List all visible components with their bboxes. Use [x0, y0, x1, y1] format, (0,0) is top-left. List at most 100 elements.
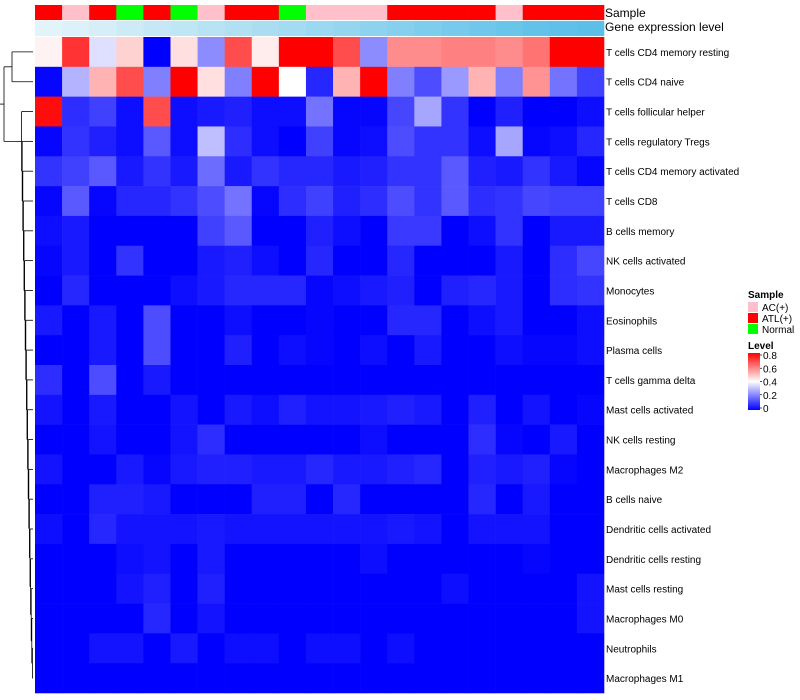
heatmap-cell [495, 633, 524, 664]
heatmap-cell [89, 663, 117, 694]
heatmap-cell [441, 126, 469, 157]
expression-band-cell [522, 21, 551, 36]
heatmap-cell [305, 514, 334, 545]
heatmap-cell [333, 335, 361, 366]
heatmap-cell [197, 126, 225, 157]
heatmap-cell [143, 215, 171, 247]
heatmap-cell [333, 215, 361, 247]
heatmap-cell [116, 484, 144, 515]
heatmap-cell [143, 275, 171, 306]
heatmap-cell [522, 156, 551, 187]
heatmap-cell [62, 126, 90, 157]
heatmap-cell [360, 245, 388, 276]
heatmap-cell [251, 66, 280, 97]
legend-tick-label: 0.2 [763, 391, 777, 402]
heatmap-cell [251, 633, 280, 664]
heatmap-cell [62, 424, 90, 455]
heatmap-cell [197, 275, 225, 306]
heatmap-cell [278, 275, 307, 306]
heatmap-cell [251, 275, 280, 306]
heatmap-cell [333, 633, 361, 664]
heatmap-cell [35, 215, 63, 247]
heatmap-cell [549, 454, 578, 485]
sample-annotation-cell [197, 5, 225, 20]
heatmap-cell [170, 484, 198, 515]
sample-annotation-cell [224, 5, 253, 20]
heatmap-cell [197, 245, 225, 276]
heatmap-cell [116, 424, 144, 455]
heatmap-cell [278, 186, 307, 217]
heatmap-cell [495, 603, 524, 634]
heatmap-cell [224, 156, 253, 187]
heatmap-cell [360, 394, 388, 425]
heatmap-cell [197, 454, 225, 485]
heatmap-cell [143, 394, 171, 425]
heatmap-cell [116, 603, 144, 634]
row-label: Eosinophils [606, 316, 657, 327]
heatmap-cell [116, 215, 144, 247]
heatmap-cell [522, 215, 551, 247]
heatmap-cell [89, 514, 117, 545]
heatmap-cell [278, 126, 307, 157]
heatmap-cell [251, 305, 280, 336]
heatmap-cell [116, 305, 144, 336]
heatmap-cell [333, 96, 361, 127]
sample-annotation-cell [441, 5, 469, 20]
row-label: T cells regulatory Tregs [606, 137, 710, 148]
heatmap-cell [116, 156, 144, 187]
heatmap-cell [468, 454, 496, 485]
heatmap-cell [441, 424, 469, 455]
heatmap-cell [495, 126, 524, 157]
heatmap-cell [251, 424, 280, 455]
legend-label: AC(+) [762, 303, 788, 314]
heatmap-cell [89, 186, 117, 217]
heatmap-cell [251, 335, 280, 366]
heatmap-cell [278, 335, 307, 366]
heatmap-cell [35, 573, 63, 604]
heatmap-cell [143, 573, 171, 604]
heatmap-cell [576, 186, 605, 217]
heatmap-cell [441, 454, 469, 485]
heatmap-cell [495, 424, 524, 455]
heatmap-cell [522, 543, 551, 575]
heatmap-cell [224, 305, 253, 336]
expression-band-cell [251, 21, 280, 36]
heatmap-cell [360, 66, 388, 97]
heatmap-cell [116, 514, 144, 545]
row-label: Mast cells activated [606, 406, 693, 417]
expression-band-cell [387, 21, 415, 36]
heatmap-cell [468, 365, 496, 396]
sample-annotation-cell [305, 5, 334, 20]
heatmap-cell [197, 573, 225, 604]
row-label: Monocytes [606, 286, 654, 297]
heatmap-cell [360, 514, 388, 545]
heatmap-cell [360, 543, 388, 575]
heatmap-cell [89, 454, 117, 485]
heatmap-cell [170, 543, 198, 575]
heatmap-cell [62, 335, 90, 366]
heatmap-cell [35, 37, 63, 68]
heatmap-cell [360, 663, 388, 694]
heatmap-cell [278, 305, 307, 336]
heatmap-cell [522, 126, 551, 157]
heatmap-cell [468, 96, 496, 127]
heatmap-cell [414, 603, 442, 634]
heatmap-cell [170, 66, 198, 97]
heatmap-cell [441, 603, 469, 634]
heatmap-cell [495, 394, 524, 425]
heatmap-cell [333, 245, 361, 276]
heatmap-cell [224, 543, 253, 575]
heatmap-cell [35, 424, 63, 455]
row-label: NK cells resting [606, 436, 675, 447]
heatmap-cell [278, 365, 307, 396]
heatmap-cell [333, 365, 361, 396]
heatmap-cell [35, 454, 63, 485]
heatmap-cell [387, 37, 415, 68]
heatmap-cell [35, 66, 63, 97]
heatmap-cell [278, 96, 307, 127]
heatmap-cell [62, 305, 90, 336]
heatmap-cell [143, 484, 171, 515]
heatmap-cell [143, 633, 171, 664]
heatmap-cell [522, 454, 551, 485]
sample-annotation-cell [387, 5, 415, 20]
